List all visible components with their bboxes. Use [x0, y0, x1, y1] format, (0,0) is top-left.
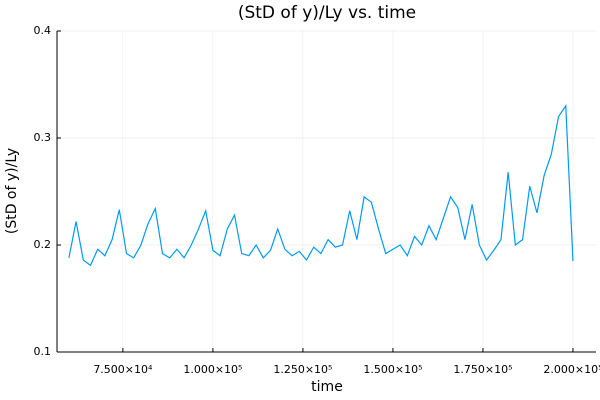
x-tick-label: 1.000×10⁵ — [183, 363, 242, 376]
x-tick-label: 1.750×10⁵ — [453, 363, 512, 376]
y-tick-label: 0.3 — [34, 131, 52, 144]
y-axis-label: (StD of y)/Ly — [4, 148, 20, 234]
y-tick-label: 0.4 — [34, 24, 52, 37]
y-tick-label: 0.2 — [34, 238, 52, 251]
chart-title: (StD of y)/Ly vs. time — [238, 3, 416, 23]
x-tick-label: 1.250×10⁵ — [273, 363, 332, 376]
x-axis-label: time — [311, 379, 343, 395]
y-tick-label: 0.1 — [34, 345, 52, 358]
x-tick-label: 1.500×10⁵ — [363, 363, 422, 376]
data-line — [68, 104, 574, 267]
x-tick-label: 2.000×10⁵ — [543, 363, 600, 376]
x-tick-label: 7.500×10⁴ — [93, 363, 153, 376]
